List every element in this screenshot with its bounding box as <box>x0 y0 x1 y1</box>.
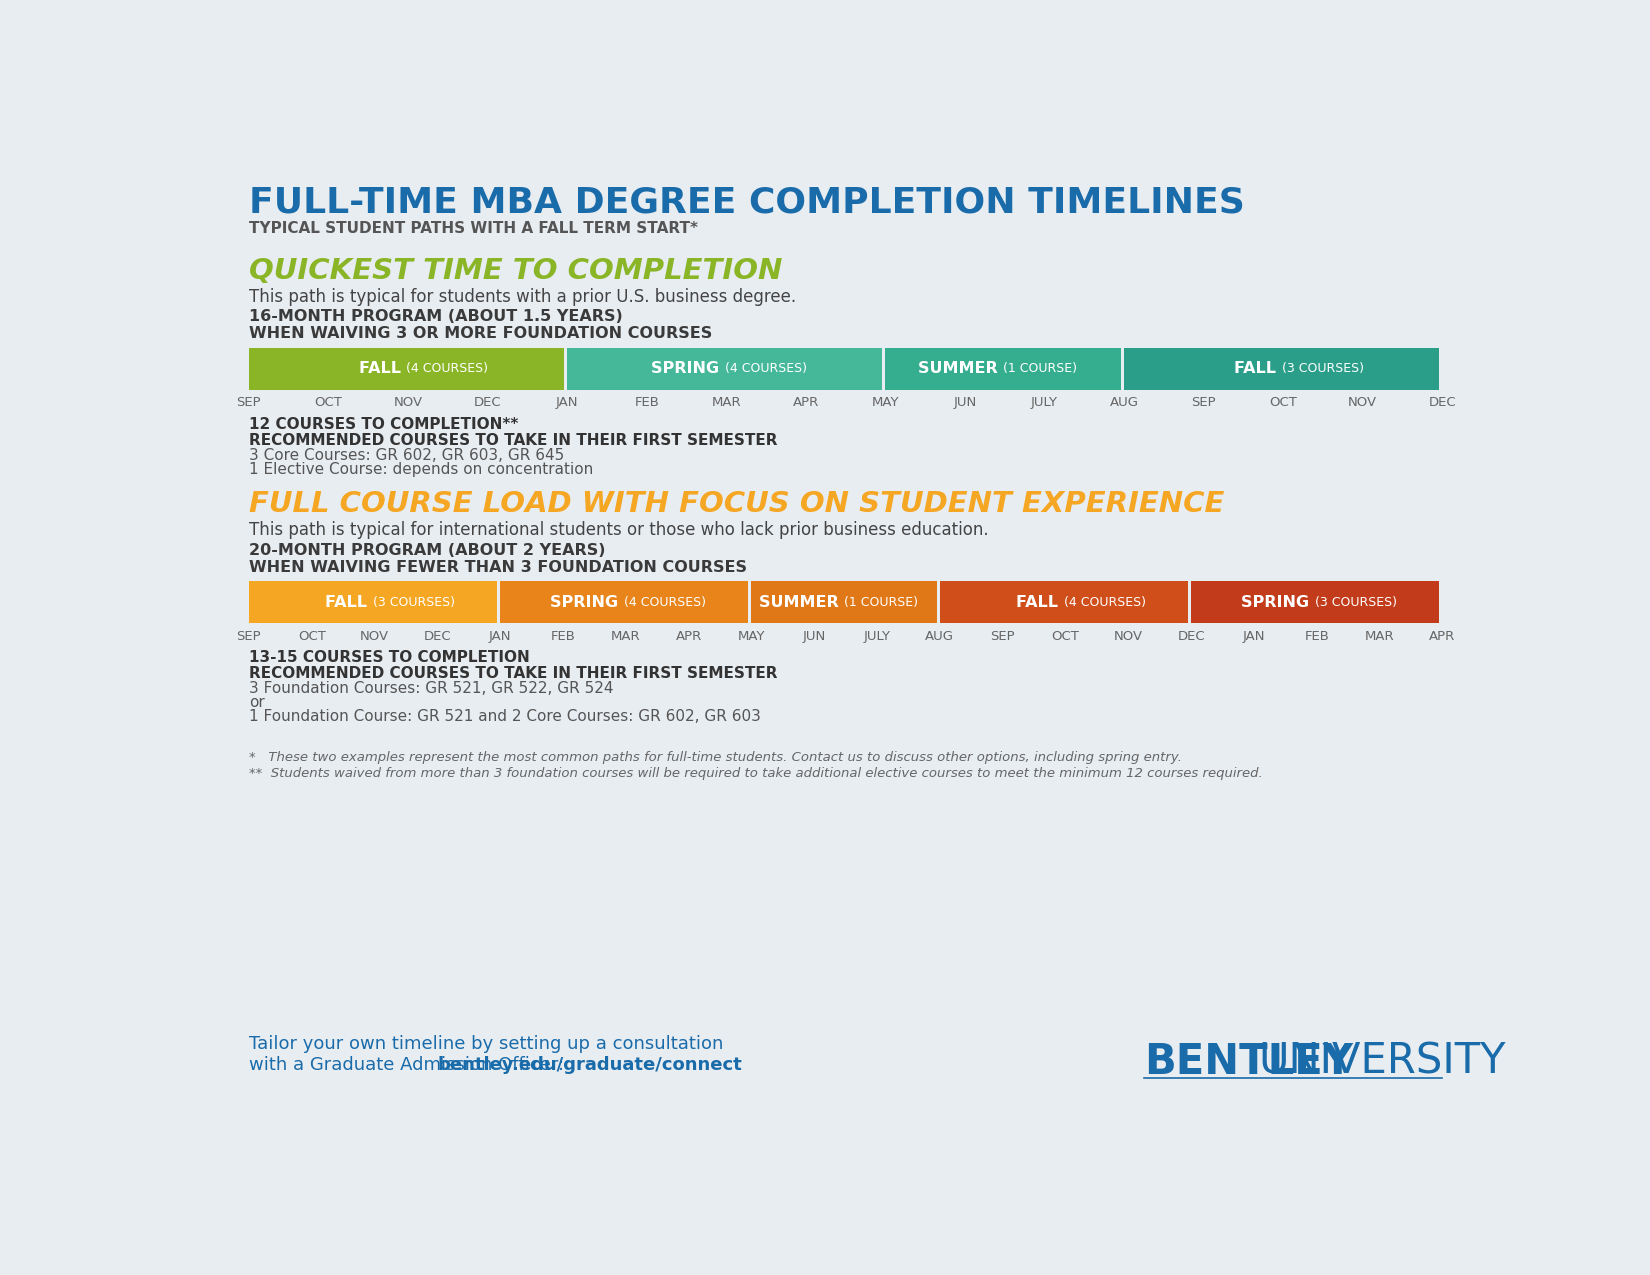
FancyBboxPatch shape <box>1124 348 1439 390</box>
Text: SEP: SEP <box>236 397 261 409</box>
Text: SEP: SEP <box>236 630 261 643</box>
Text: NOV: NOV <box>1114 630 1143 643</box>
Text: MAR: MAR <box>1365 630 1394 643</box>
Text: APR: APR <box>792 397 818 409</box>
Text: UNIVERSITY: UNIVERSITY <box>1259 1040 1506 1082</box>
Text: FULL-TIME MBA DEGREE COMPLETION TIMELINES: FULL-TIME MBA DEGREE COMPLETION TIMELINE… <box>249 185 1244 219</box>
Text: with a Graduate Admission Officer:: with a Graduate Admission Officer: <box>249 1056 569 1075</box>
FancyBboxPatch shape <box>249 581 497 623</box>
Text: OCT: OCT <box>297 630 325 643</box>
Text: MAR: MAR <box>711 397 741 409</box>
Text: SEP: SEP <box>990 630 1015 643</box>
Text: SPRING: SPRING <box>1241 595 1315 609</box>
Text: WHEN WAIVING 3 OR MORE FOUNDATION COURSES: WHEN WAIVING 3 OR MORE FOUNDATION COURSE… <box>249 326 713 342</box>
Text: This path is typical for students with a prior U.S. business degree.: This path is typical for students with a… <box>249 288 795 306</box>
Text: (3 COURSES): (3 COURSES) <box>373 595 455 608</box>
Text: (3 COURSES): (3 COURSES) <box>1282 362 1363 375</box>
Text: NOV: NOV <box>1348 397 1378 409</box>
Text: JAN: JAN <box>556 397 579 409</box>
Text: SEP: SEP <box>1191 397 1216 409</box>
Text: APR: APR <box>675 630 701 643</box>
Text: NOV: NOV <box>393 397 422 409</box>
Text: 13-15 COURSES TO COMPLETION: 13-15 COURSES TO COMPLETION <box>249 650 530 666</box>
FancyBboxPatch shape <box>886 348 1120 390</box>
Text: DEC: DEC <box>1429 397 1457 409</box>
FancyBboxPatch shape <box>1191 581 1439 623</box>
Text: (4 COURSES): (4 COURSES) <box>406 362 488 375</box>
Text: NOV: NOV <box>360 630 389 643</box>
Text: AUG: AUG <box>926 630 954 643</box>
Text: 16-MONTH PROGRAM (ABOUT 1.5 YEARS): 16-MONTH PROGRAM (ABOUT 1.5 YEARS) <box>249 310 622 324</box>
Text: JAN: JAN <box>1242 630 1266 643</box>
Text: RECOMMENDED COURSES TO TAKE IN THEIR FIRST SEMESTER: RECOMMENDED COURSES TO TAKE IN THEIR FIR… <box>249 666 777 681</box>
Text: SPRING: SPRING <box>551 595 624 609</box>
Text: DEC: DEC <box>474 397 502 409</box>
Text: (4 COURSES): (4 COURSES) <box>624 595 706 608</box>
Text: 12 COURSES TO COMPLETION**: 12 COURSES TO COMPLETION** <box>249 417 518 432</box>
Text: BENTLEY: BENTLEY <box>1143 1040 1353 1082</box>
Text: 1 Elective Course: depends on concentration: 1 Elective Course: depends on concentrat… <box>249 462 592 477</box>
Text: 20-MONTH PROGRAM (ABOUT 2 YEARS): 20-MONTH PROGRAM (ABOUT 2 YEARS) <box>249 543 606 557</box>
FancyBboxPatch shape <box>568 348 883 390</box>
Text: 1 Foundation Course: GR 521 and 2 Core Courses: GR 602, GR 603: 1 Foundation Course: GR 521 and 2 Core C… <box>249 709 761 724</box>
Text: FEB: FEB <box>551 630 576 643</box>
Text: This path is typical for international students or those who lack prior business: This path is typical for international s… <box>249 521 988 539</box>
Text: bentley.edu/graduate/connect: bentley.edu/graduate/connect <box>437 1056 742 1075</box>
Text: DEC: DEC <box>1178 630 1204 643</box>
Text: SUMMER: SUMMER <box>759 595 845 609</box>
Text: RECOMMENDED COURSES TO TAKE IN THEIR FIRST SEMESTER: RECOMMENDED COURSES TO TAKE IN THEIR FIR… <box>249 432 777 448</box>
Text: FULL COURSE LOAD WITH FOCUS ON STUDENT EXPERIENCE: FULL COURSE LOAD WITH FOCUS ON STUDENT E… <box>249 491 1224 518</box>
Text: MAR: MAR <box>610 630 640 643</box>
Text: FEB: FEB <box>634 397 658 409</box>
FancyBboxPatch shape <box>500 581 749 623</box>
Text: FALL: FALL <box>358 362 406 376</box>
Text: JULY: JULY <box>1031 397 1058 409</box>
Text: OCT: OCT <box>1269 397 1297 409</box>
Text: JAN: JAN <box>488 630 512 643</box>
Text: **  Students waived from more than 3 foundation courses will be required to take: ** Students waived from more than 3 foun… <box>249 768 1262 780</box>
Text: FALL: FALL <box>325 595 373 609</box>
Text: AUG: AUG <box>1109 397 1138 409</box>
Text: JULY: JULY <box>863 630 891 643</box>
Text: DEC: DEC <box>424 630 450 643</box>
FancyBboxPatch shape <box>940 581 1188 623</box>
Text: 3 Foundation Courses: GR 521, GR 522, GR 524: 3 Foundation Courses: GR 521, GR 522, GR… <box>249 681 614 696</box>
Text: OCT: OCT <box>1051 630 1079 643</box>
Text: FEB: FEB <box>1304 630 1330 643</box>
Text: QUICKEST TIME TO COMPLETION: QUICKEST TIME TO COMPLETION <box>249 258 782 284</box>
Text: (1 COURSE): (1 COURSE) <box>845 595 917 608</box>
Text: (4 COURSES): (4 COURSES) <box>1064 595 1147 608</box>
Text: or: or <box>249 695 264 710</box>
Text: APR: APR <box>1429 630 1455 643</box>
Text: MAY: MAY <box>738 630 766 643</box>
Text: *   These two examples represent the most common paths for full-time students. C: * These two examples represent the most … <box>249 751 1181 764</box>
Text: SUMMER: SUMMER <box>917 362 1003 376</box>
FancyBboxPatch shape <box>751 581 937 623</box>
Text: 3 Core Courses: GR 602, GR 603, GR 645: 3 Core Courses: GR 602, GR 603, GR 645 <box>249 448 564 463</box>
FancyBboxPatch shape <box>249 348 564 390</box>
Text: SPRING: SPRING <box>652 362 724 376</box>
Text: JUN: JUN <box>802 630 827 643</box>
Text: FALL: FALL <box>1234 362 1282 376</box>
Text: OCT: OCT <box>315 397 343 409</box>
Text: (1 COURSE): (1 COURSE) <box>1003 362 1077 375</box>
Text: MAY: MAY <box>871 397 899 409</box>
Text: Tailor your own timeline by setting up a consultation: Tailor your own timeline by setting up a… <box>249 1034 723 1053</box>
Text: (4 COURSES): (4 COURSES) <box>724 362 807 375</box>
Text: (3 COURSES): (3 COURSES) <box>1315 595 1398 608</box>
Text: FALL: FALL <box>1016 595 1064 609</box>
Text: TYPICAL STUDENT PATHS WITH A FALL TERM START*: TYPICAL STUDENT PATHS WITH A FALL TERM S… <box>249 221 698 236</box>
Text: JUN: JUN <box>954 397 977 409</box>
Text: WHEN WAIVING FEWER THAN 3 FOUNDATION COURSES: WHEN WAIVING FEWER THAN 3 FOUNDATION COU… <box>249 560 747 575</box>
